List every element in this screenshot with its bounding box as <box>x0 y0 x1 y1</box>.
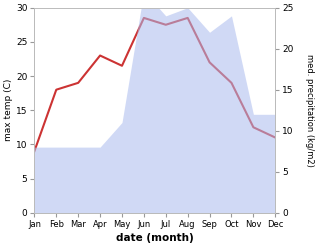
X-axis label: date (month): date (month) <box>116 233 194 243</box>
Y-axis label: max temp (C): max temp (C) <box>4 79 13 141</box>
Y-axis label: med. precipitation (kg/m2): med. precipitation (kg/m2) <box>305 54 314 167</box>
